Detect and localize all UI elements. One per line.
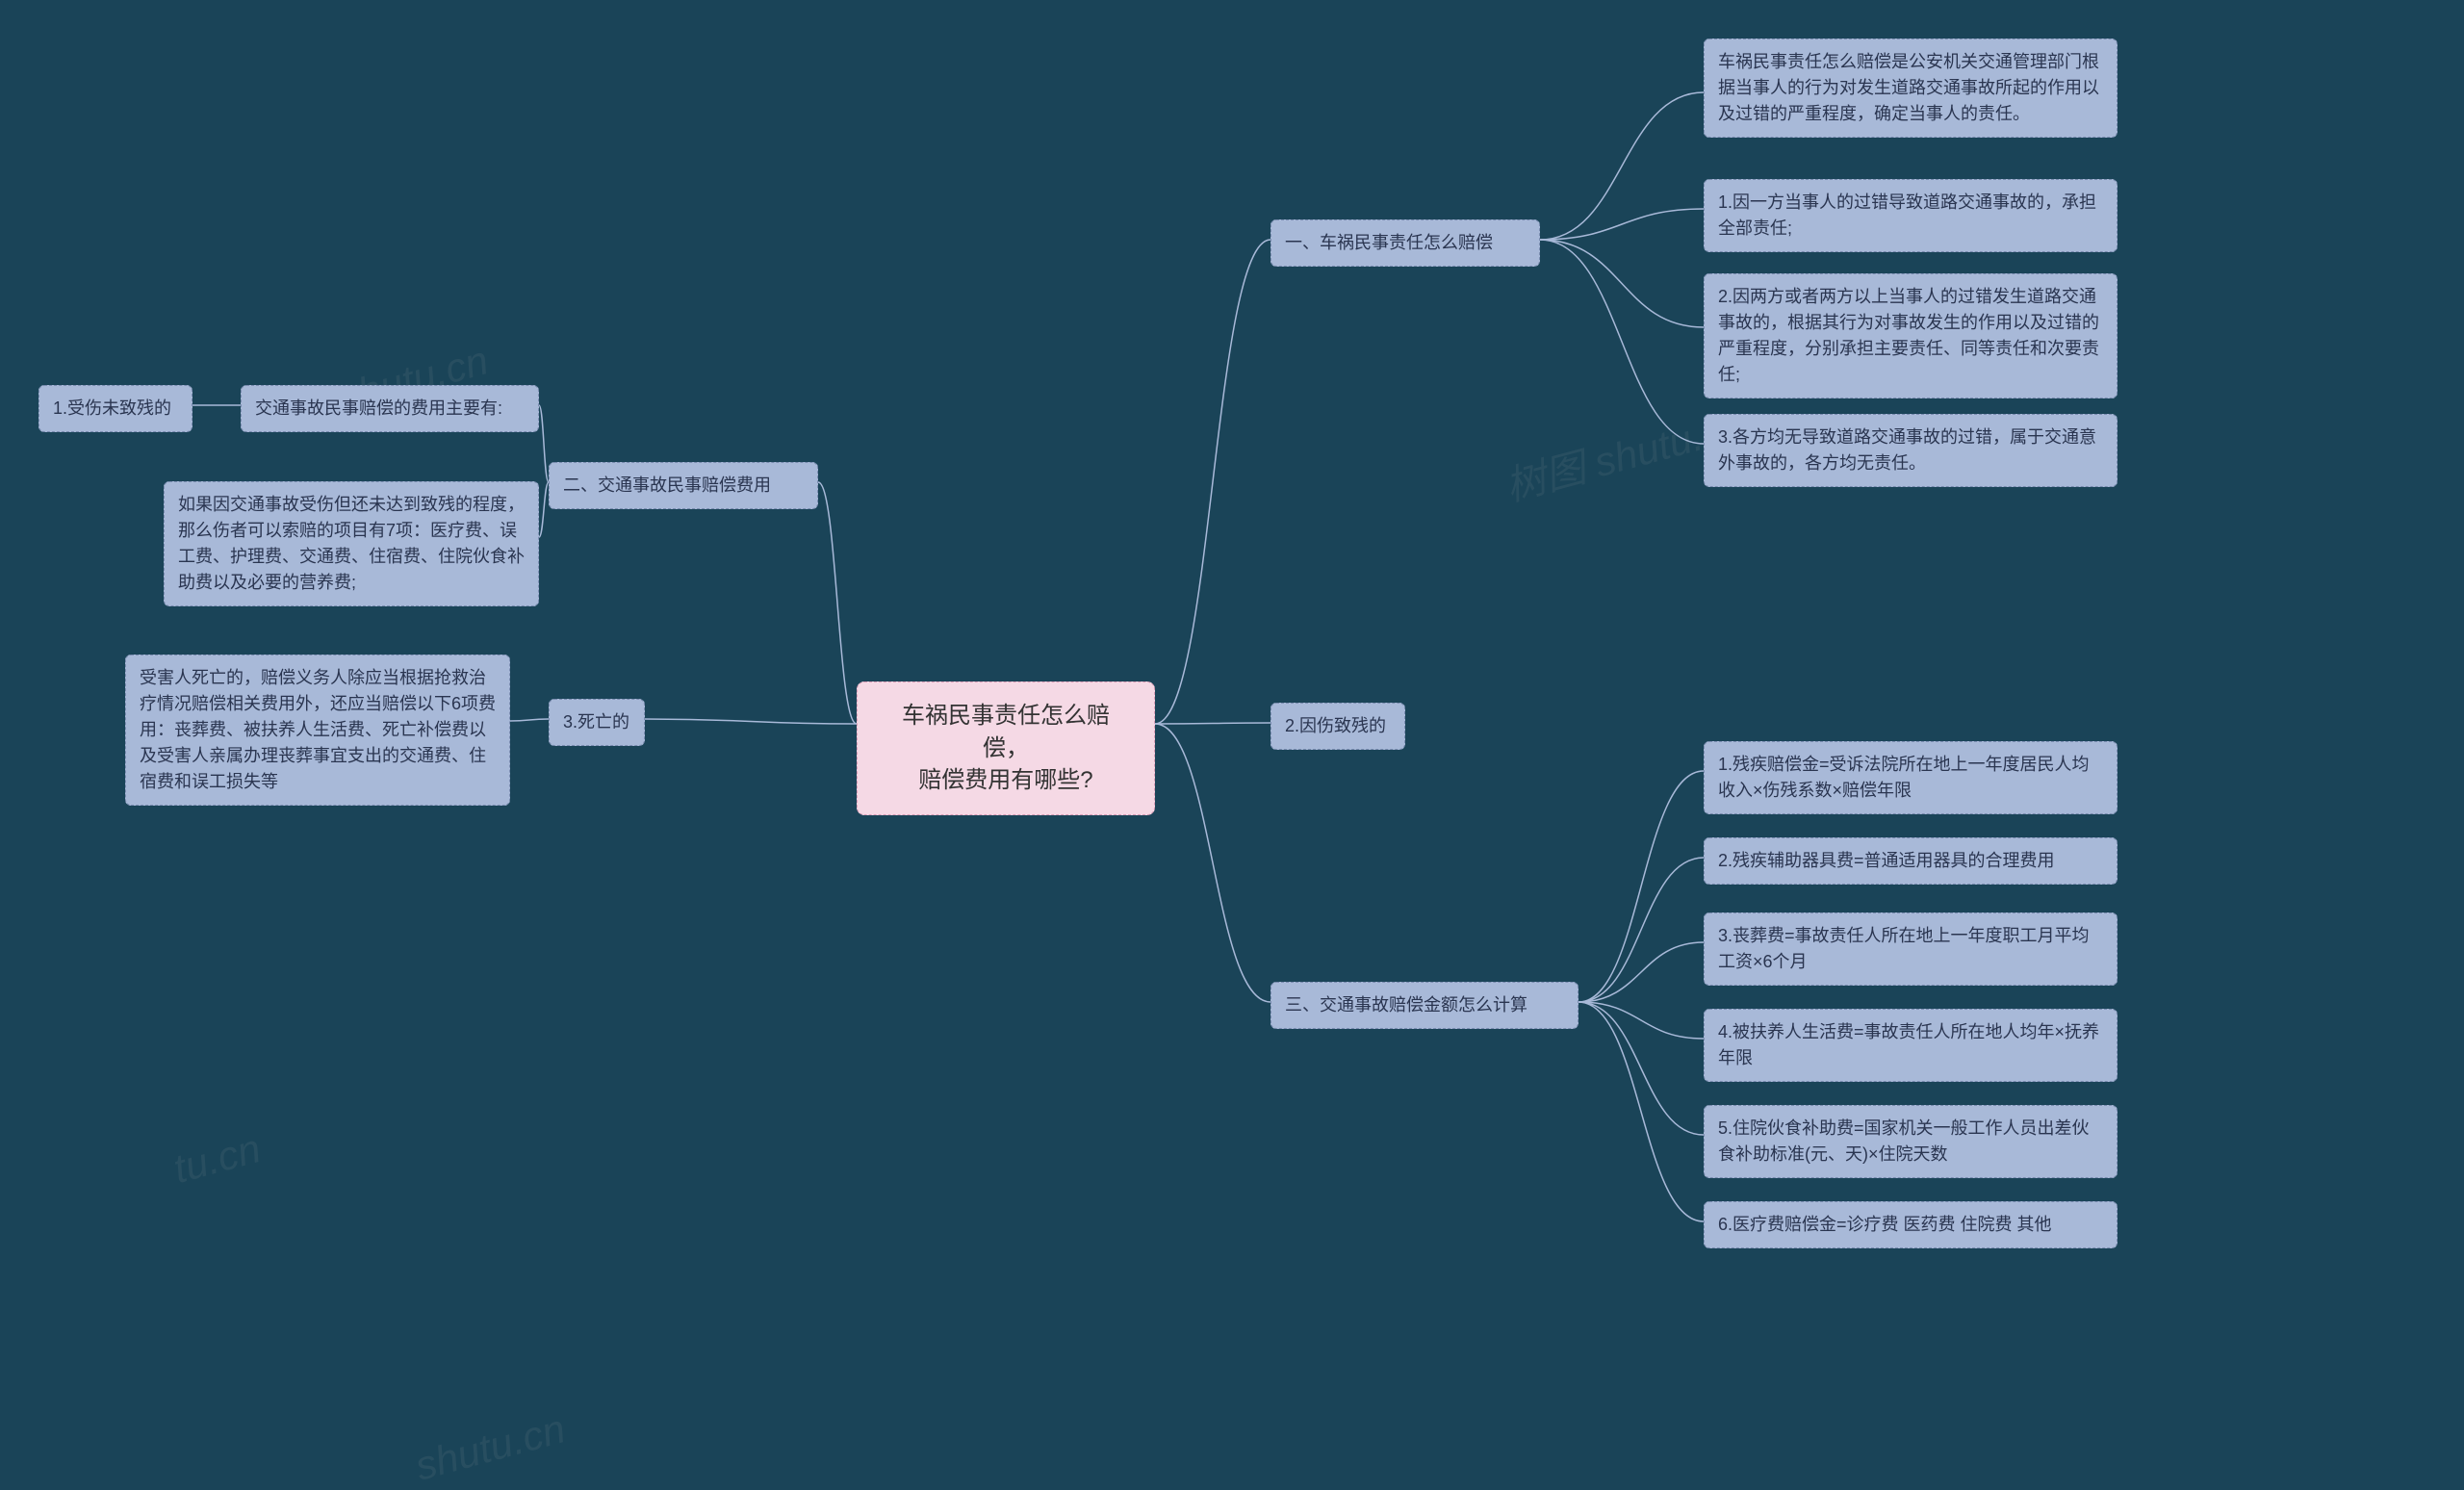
node-text: 1.残疾赔偿金=受诉法院所在地上一年度居民人均收入×伤残系数×赔偿年限 [1718,755,2090,800]
node-r2: 2.因伤致残的 [1270,703,1405,750]
node-text: 3.丧葬费=事故责任人所在地上一年度职工月平均工资×6个月 [1718,926,2090,971]
node-text: 5.住院伙食补助费=国家机关一般工作人员出差伙食补助标准(元、天)×住院天数 [1718,1118,2090,1164]
watermark: tu.cn [168,1125,265,1193]
watermark: shutu.cn [410,1405,570,1489]
node-text: 2.残疾辅助器具费=普通适用器具的合理费用 [1718,851,2055,870]
center-text: 车祸民事责任怎么赔偿，赔偿费用有哪些? [902,703,1110,793]
node-text: 4.被扶养人生活费=事故责任人所在地人均年×抚养年限 [1718,1022,2099,1067]
node-text: 二、交通事故民事赔偿费用 [563,475,771,495]
node-r3b: 2.残疾辅助器具费=普通适用器具的合理费用 [1704,837,2118,885]
node-text: 1.受伤未致残的 [53,398,171,418]
node-r3: 三、交通事故赔偿金额怎么计算 [1270,982,1578,1029]
node-l1a1: 1.受伤未致残的 [38,385,192,432]
node-text: 2.因两方或者两方以上当事人的过错发生道路交通事故的，根据其行为对事故发生的作用… [1718,287,2099,384]
node-text: 3.死亡的 [563,712,629,732]
node-l1: 二、交通事故民事赔偿费用 [549,462,818,509]
node-r1d: 3.各方均无导致道路交通事故的过错，属于交通意外事故的，各方均无责任。 [1704,414,2118,487]
node-r1b: 1.因一方当事人的过错导致道路交通事故的，承担全部责任; [1704,179,2118,252]
node-r3d: 4.被扶养人生活费=事故责任人所在地人均年×抚养年限 [1704,1009,2118,1082]
node-text: 三、交通事故赔偿金额怎么计算 [1285,995,1527,1015]
node-text: 2.因伤致残的 [1285,716,1386,735]
node-r3c: 3.丧葬费=事故责任人所在地上一年度职工月平均工资×6个月 [1704,912,2118,986]
node-l1a: 交通事故民事赔偿的费用主要有: [241,385,539,432]
node-text: 受害人死亡的，赔偿义务人除应当根据抢救治疗情况赔偿相关费用外，还应当赔偿以下6项… [140,668,496,791]
node-r3a: 1.残疾赔偿金=受诉法院所在地上一年度居民人均收入×伤残系数×赔偿年限 [1704,741,2118,814]
node-text: 1.因一方当事人的过错导致道路交通事故的，承担全部责任; [1718,193,2096,238]
node-l1b: 如果因交通事故受伤但还未达到致残的程度，那么伤者可以索赔的项目有7项：医疗费、误… [164,481,539,606]
center-node: 车祸民事责任怎么赔偿，赔偿费用有哪些? [857,681,1155,815]
node-text: 车祸民事责任怎么赔偿是公安机关交通管理部门根据当事人的行为对发生道路交通事故所起… [1718,52,2099,123]
node-text: 如果因交通事故受伤但还未达到致残的程度，那么伤者可以索赔的项目有7项：医疗费、误… [178,495,525,592]
node-r3f: 6.医疗费赔偿金=诊疗费 医药费 住院费 其他 [1704,1201,2118,1248]
node-r1a: 车祸民事责任怎么赔偿是公安机关交通管理部门根据当事人的行为对发生道路交通事故所起… [1704,39,2118,138]
node-l2a: 受害人死亡的，赔偿义务人除应当根据抢救治疗情况赔偿相关费用外，还应当赔偿以下6项… [125,655,510,806]
node-text: 6.医疗费赔偿金=诊疗费 医药费 住院费 其他 [1718,1215,2052,1234]
node-text: 交通事故民事赔偿的费用主要有: [255,398,502,418]
node-r1: 一、车祸民事责任怎么赔偿 [1270,219,1540,267]
node-r1c: 2.因两方或者两方以上当事人的过错发生道路交通事故的，根据其行为对事故发生的作用… [1704,273,2118,398]
node-l2: 3.死亡的 [549,699,645,746]
node-text: 3.各方均无导致道路交通事故的过错，属于交通意外事故的，各方均无责任。 [1718,427,2096,473]
node-r3e: 5.住院伙食补助费=国家机关一般工作人员出差伙食补助标准(元、天)×住院天数 [1704,1105,2118,1178]
node-text: 一、车祸民事责任怎么赔偿 [1285,233,1493,252]
